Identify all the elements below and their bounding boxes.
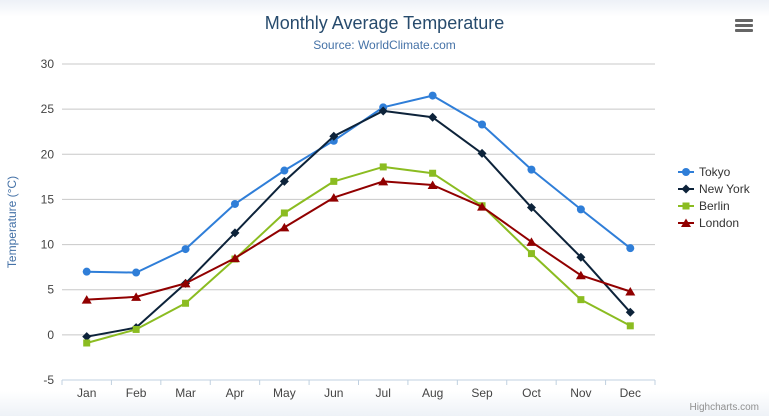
y-axis-tick-label: 20	[41, 147, 55, 161]
marker-square	[330, 177, 338, 185]
marker-triangle	[681, 218, 691, 227]
marker-triangle	[279, 222, 290, 232]
marker-square	[429, 169, 437, 177]
x-axis-tick-label: Sep	[471, 386, 493, 400]
hamburger-icon	[735, 29, 753, 32]
series-tokyo[interactable]	[82, 91, 635, 277]
legend-label: Tokyo	[699, 165, 731, 179]
marker-circle	[527, 165, 536, 174]
marker-circle	[230, 199, 239, 208]
x-axis-tick-label: Jan	[77, 386, 96, 400]
marker-diamond	[378, 106, 388, 116]
legend-label: Berlin	[699, 199, 730, 213]
y-axis-tick-label: 0	[47, 328, 54, 342]
x-axis-tick-label: May	[273, 386, 296, 400]
marker-triangle	[526, 237, 537, 246]
series-london[interactable]	[81, 176, 636, 304]
x-axis-tick-label: Apr	[226, 386, 245, 400]
marker-square	[280, 209, 288, 217]
marker-triangle	[229, 253, 240, 263]
marker-square	[83, 339, 91, 347]
legend-item-london[interactable]: London	[678, 216, 739, 230]
y-axis-tick-label: 25	[41, 102, 55, 116]
y-axis-tick-label: 30	[41, 57, 55, 71]
legend-item-tokyo[interactable]: Tokyo	[678, 165, 731, 179]
marker-circle	[181, 245, 190, 254]
x-axis-tick-label: Aug	[422, 386, 443, 400]
marker-triangle	[81, 295, 92, 304]
marker-diamond	[526, 203, 536, 213]
series-line	[86, 180, 631, 301]
marker-square	[577, 296, 585, 304]
legend-label: London	[699, 216, 739, 230]
y-axis-tick-label: 5	[47, 283, 54, 297]
hamburger-icon	[735, 24, 753, 27]
x-axis-tick-label: Dec	[620, 386, 641, 400]
y-axis-tick-label: 15	[41, 192, 55, 206]
x-axis-tick-label: Jun	[324, 386, 343, 400]
marker-diamond	[230, 228, 240, 238]
y-axis-tick-label: -5	[43, 373, 54, 387]
series-line	[86, 165, 631, 344]
marker-circle	[132, 268, 141, 277]
marker-triangle	[131, 292, 142, 301]
hamburger-icon	[735, 19, 753, 22]
legend-item-berlin[interactable]: Berlin	[678, 199, 730, 213]
marker-square	[626, 322, 634, 330]
export-menu-button[interactable]	[735, 19, 753, 32]
marker-triangle	[477, 202, 488, 211]
series-new-york[interactable]	[82, 106, 635, 342]
marker-square	[182, 299, 190, 307]
marker-circle	[280, 166, 289, 175]
series-line	[86, 94, 631, 274]
chart-title: Monthly Average Temperature	[264, 13, 505, 33]
x-axis-tick-label: Nov	[570, 386, 591, 400]
marker-square	[682, 202, 690, 210]
x-axis-tick-label: Mar	[175, 386, 196, 400]
series-line	[86, 109, 632, 338]
x-axis-tick-label: Feb	[126, 386, 147, 400]
legend-label: New York	[699, 182, 751, 196]
legend-item-new-york[interactable]: New York	[678, 182, 751, 196]
marker-diamond	[681, 184, 691, 194]
marker-square	[132, 325, 140, 333]
marker-diamond	[329, 131, 339, 141]
marker-circle	[682, 168, 690, 176]
marker-circle	[478, 120, 487, 129]
marker-diamond	[279, 176, 289, 186]
marker-square	[527, 250, 535, 258]
chart-subtitle: Source: WorldClimate.com	[313, 38, 456, 52]
marker-triangle	[328, 193, 339, 202]
x-axis-tick-label: Oct	[522, 386, 541, 400]
y-axis-tick-label: 10	[41, 238, 55, 252]
marker-triangle	[180, 278, 191, 288]
marker-triangle	[378, 176, 389, 186]
marker-diamond	[428, 112, 438, 122]
marker-circle	[428, 91, 437, 100]
credits-link[interactable]: Highcharts.com	[689, 402, 759, 413]
marker-circle	[626, 244, 635, 253]
marker-circle	[576, 205, 585, 214]
marker-circle	[82, 267, 91, 276]
marker-diamond	[477, 148, 487, 158]
marker-diamond	[82, 332, 92, 342]
marker-diamond	[576, 252, 586, 262]
marker-triangle	[427, 180, 438, 189]
marker-square	[379, 163, 387, 171]
marker-diamond	[625, 307, 635, 317]
marker-triangle	[575, 270, 586, 280]
marker-triangle	[625, 287, 636, 296]
y-axis-title: Temperature (°C)	[5, 176, 19, 268]
x-axis-tick-label: Jul	[376, 386, 391, 400]
